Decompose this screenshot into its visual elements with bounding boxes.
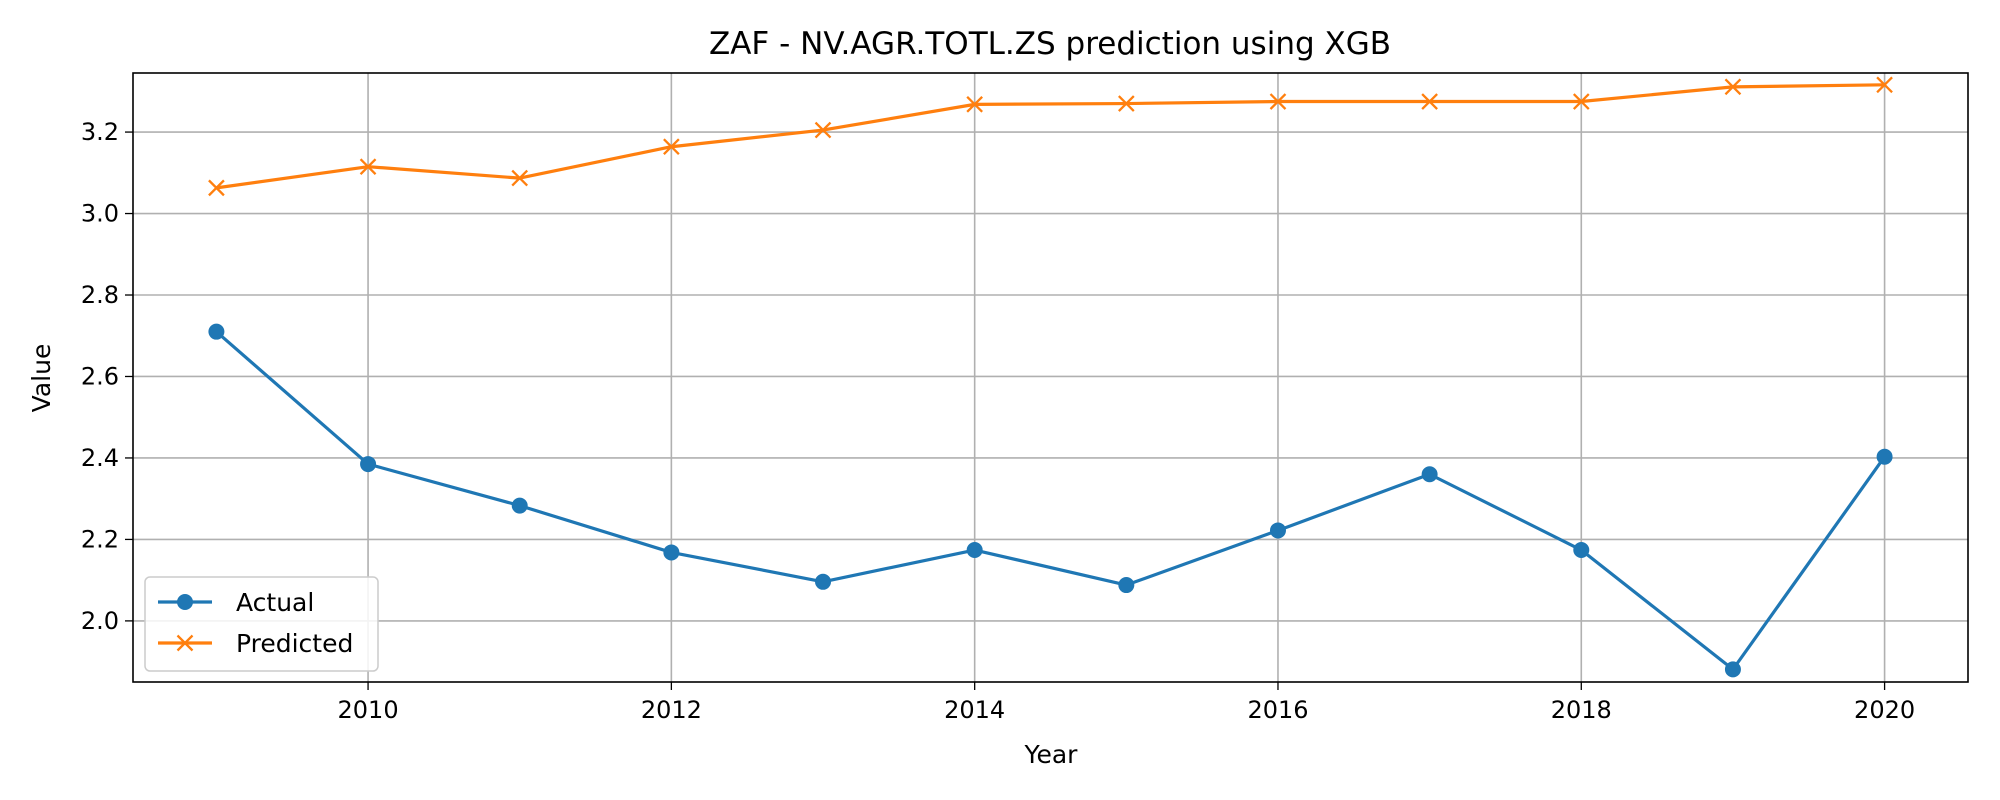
y-axis-label: Value: [27, 344, 56, 413]
y-tick-label: 2.8: [81, 281, 119, 309]
predicted-point: [1572, 93, 1590, 110]
predicted-line: [216, 83, 1885, 190]
x-tick-label: 2016: [1247, 696, 1308, 724]
actual-point: [1876, 448, 1893, 465]
series-actual: [208, 323, 1893, 678]
legend-label-predicted: Predicted: [236, 629, 353, 658]
legend-label-actual: Actual: [236, 588, 314, 617]
y-tick-label: 3.2: [81, 118, 119, 146]
plot-frame: [132, 72, 1969, 683]
actual-point: [1118, 577, 1135, 594]
series-predicted: [208, 76, 1893, 197]
predicted-point: [1724, 78, 1742, 96]
x-tick-label: 2010: [338, 696, 399, 724]
actual-point: [360, 456, 377, 473]
x-tick-label: 2018: [1551, 696, 1612, 724]
legend: Actual Predicted: [144, 576, 379, 672]
actual-point: [1573, 542, 1590, 559]
predicted-point: [663, 138, 680, 156]
actual-point: [1269, 522, 1286, 539]
predicted-point: [511, 169, 529, 187]
legend-marker-predicted: [176, 634, 194, 652]
actual-point: [966, 542, 983, 559]
axes: 2010 2012 2014 2016 2018 2020 2.0 2.2 2.4 2.6 2.8 3…: [81, 118, 1915, 724]
y-tick-label: 2.2: [81, 525, 119, 553]
actual-point: [1724, 661, 1741, 678]
actual-point: [511, 497, 528, 514]
y-tick-label: 2.0: [81, 607, 119, 635]
legend-item-predicted: Predicted: [158, 629, 353, 658]
y-tick-label: 2.4: [81, 444, 119, 472]
x-tick-label: 2012: [641, 696, 702, 724]
legend-item-actual: Actual: [158, 588, 314, 617]
actual-line: [215, 330, 1886, 671]
predicted-point: [1421, 93, 1438, 110]
series: [208, 76, 1893, 678]
y-tick-label: 2.6: [81, 362, 119, 390]
actual-point: [815, 573, 832, 590]
predicted-point: [1269, 93, 1287, 110]
predicted-point: [359, 158, 377, 176]
predicted-point: [1876, 76, 1893, 94]
x-axis-label: Year: [1024, 740, 1079, 769]
actual-point: [208, 323, 225, 340]
x-tick-label: 2020: [1854, 696, 1915, 724]
actual-point: [1421, 466, 1438, 483]
y-tick-label: 3.0: [81, 200, 119, 228]
actual-point: [663, 544, 680, 561]
grid: [133, 73, 1968, 682]
predicted-point: [814, 121, 832, 139]
x-tick-label: 2014: [944, 696, 1005, 724]
predicted-point: [966, 96, 983, 113]
predicted-point: [208, 179, 225, 197]
legend-marker-actual: [177, 594, 193, 610]
predicted-point: [1118, 95, 1135, 112]
chart-title: ZAF - NV.AGR.TOTL.ZS prediction using XG…: [709, 26, 1391, 62]
